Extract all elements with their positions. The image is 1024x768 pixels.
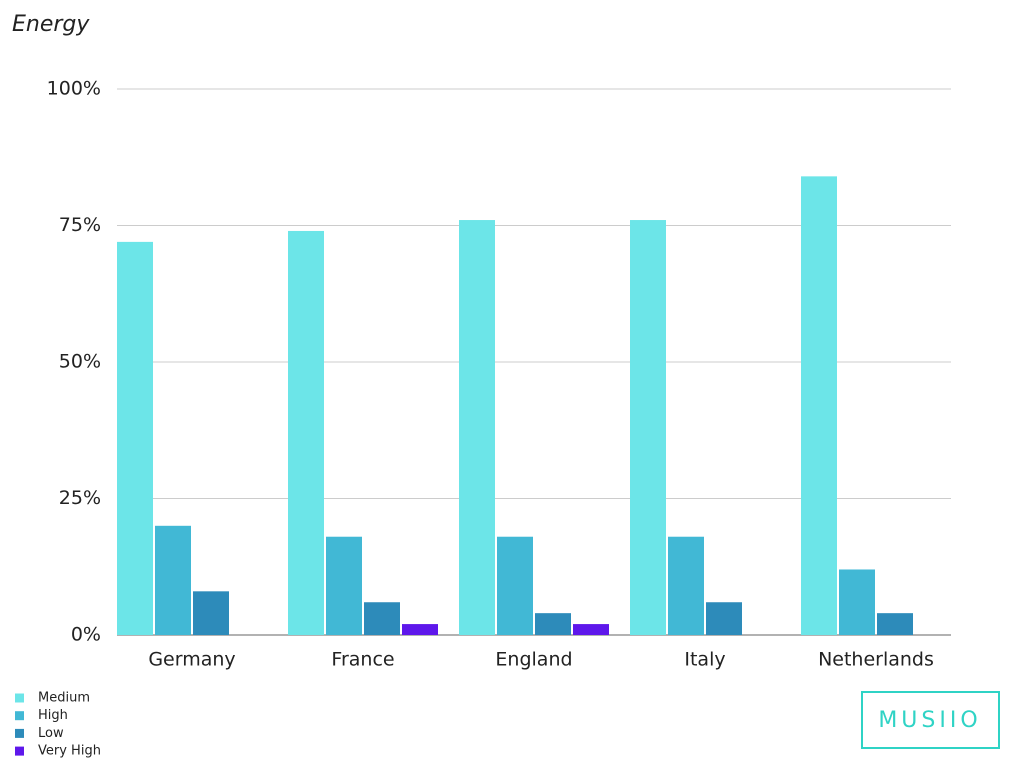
legend-label: High: [38, 708, 68, 723]
bar: [288, 230, 324, 635]
y-tick-label: 100%: [47, 78, 101, 100]
y-tick-label: 25%: [59, 487, 101, 509]
bar: [630, 220, 666, 636]
bar: [535, 613, 571, 635]
legend-swatch: [15, 728, 24, 738]
x-tick-label: Germany: [148, 649, 235, 671]
y-tick-label: 0%: [71, 624, 101, 646]
bar: [155, 525, 191, 635]
chart-title: Energy: [12, 12, 90, 37]
bar: [364, 602, 400, 635]
legend-label: Medium: [38, 691, 90, 706]
bar: [706, 602, 742, 635]
bar: [326, 536, 362, 635]
bar: [801, 176, 837, 636]
legend-swatch: [15, 693, 24, 703]
bar: [459, 220, 495, 636]
bar: [668, 536, 704, 635]
x-tick-label: Netherlands: [818, 649, 934, 671]
legend-swatch: [15, 711, 24, 721]
legend-swatch: [15, 746, 24, 756]
bar: [573, 624, 609, 635]
bar: [877, 613, 913, 635]
legend-label: Low: [38, 726, 64, 741]
x-tick-label: France: [331, 649, 394, 671]
y-tick-label: 75%: [59, 214, 101, 236]
x-tick-label: England: [495, 649, 572, 671]
logo: MUSIIO: [878, 708, 981, 733]
bar: [117, 241, 153, 635]
x-tick-label: Italy: [684, 649, 725, 671]
bar: [402, 624, 438, 635]
bar: [193, 591, 229, 635]
legend-label: Very High: [38, 744, 101, 759]
bar: [497, 536, 533, 635]
bar: [839, 569, 875, 635]
logo-box: [861, 691, 1000, 749]
y-tick-label: 50%: [59, 351, 101, 373]
